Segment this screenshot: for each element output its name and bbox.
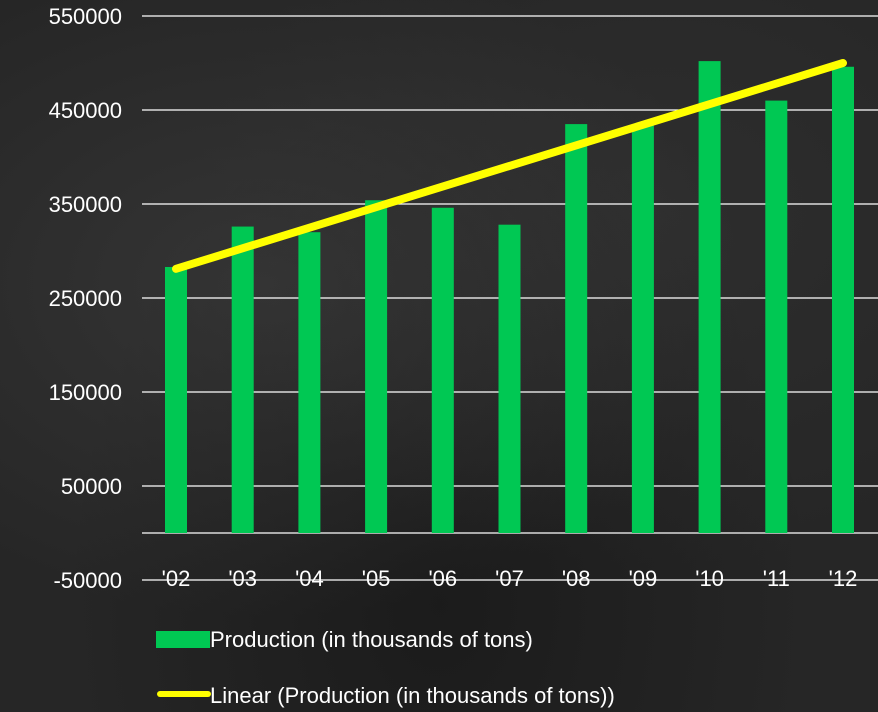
x-tick-label: '08 <box>562 566 591 591</box>
y-tick-label: 150000 <box>49 380 122 405</box>
x-tick-label: '03 <box>228 566 257 591</box>
legend: Production (in thousands of tons) Linear… <box>156 627 615 708</box>
x-tick-label: '05 <box>362 566 391 591</box>
bar-07 <box>498 224 521 533</box>
x-tick-label: '02 <box>162 566 191 591</box>
bars <box>165 61 854 534</box>
y-tick-label: -50000 <box>53 568 122 593</box>
legend-swatch-production <box>156 631 210 648</box>
x-axis-tick-labels: '02 '03 '04 '05 '06 '07 '08 '09 '10 '11 '12 <box>162 566 858 591</box>
bar-06 <box>431 207 454 533</box>
bar-05 <box>365 200 388 534</box>
trendline <box>172 59 847 273</box>
y-tick-label: 50000 <box>61 474 122 499</box>
bar-09 <box>631 124 654 533</box>
bar-12 <box>832 66 854 533</box>
x-tick-label: '12 <box>829 566 858 591</box>
x-tick-label: '11 <box>763 566 790 591</box>
y-tick-label: 450000 <box>49 98 122 123</box>
x-tick-label: '09 <box>629 566 658 591</box>
bar-08 <box>565 124 588 533</box>
bar-11 <box>765 100 788 533</box>
x-tick-label: '07 <box>495 566 524 591</box>
bar-03 <box>231 226 254 533</box>
y-tick-label: 250000 <box>49 286 122 311</box>
x-tick-label: '06 <box>428 566 457 591</box>
bar-04 <box>298 232 321 533</box>
y-tick-label: 550000 <box>49 4 122 29</box>
x-tick-label: '04 <box>295 566 324 591</box>
legend-label-production: Production (in thousands of tons) <box>210 627 533 652</box>
y-axis-tick-labels: 550000 450000 350000 250000 150000 50000 -5000… <box>49 4 122 593</box>
bar-10 <box>698 61 721 534</box>
legend-label-trendline: Linear (Production (in thousands of tons… <box>210 683 615 708</box>
bar-02 <box>165 266 187 533</box>
x-tick-label: '10 <box>695 566 724 591</box>
y-tick-label: 350000 <box>49 192 122 217</box>
linear-trendline <box>172 59 847 273</box>
